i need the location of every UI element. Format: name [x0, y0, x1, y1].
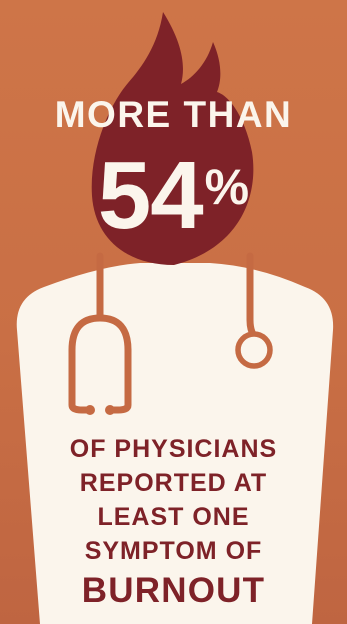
stat-unit: % [204, 159, 250, 215]
headline-prefix: MORE THAN [54, 94, 293, 135]
caption-line: OF PHYSICIANS [69, 435, 278, 463]
caption-line: REPORTED AT [79, 469, 268, 497]
caption: OF PHYSICIANS REPORTED AT LEAST ONE SYMP… [0, 432, 347, 612]
headline-stat: 54% [0, 148, 347, 244]
caption-line: LEAST ONE [97, 503, 250, 531]
earpiece-right-icon [105, 405, 115, 415]
caption-emphasis: BURNOUT [81, 571, 266, 610]
stethoscope-icon [68, 252, 273, 414]
caption-line: SYMPTOM OF [84, 537, 263, 565]
stat-value: 54 [97, 142, 204, 249]
earpiece-left-icon [85, 405, 95, 415]
flame-head-icon [91, 12, 254, 265]
